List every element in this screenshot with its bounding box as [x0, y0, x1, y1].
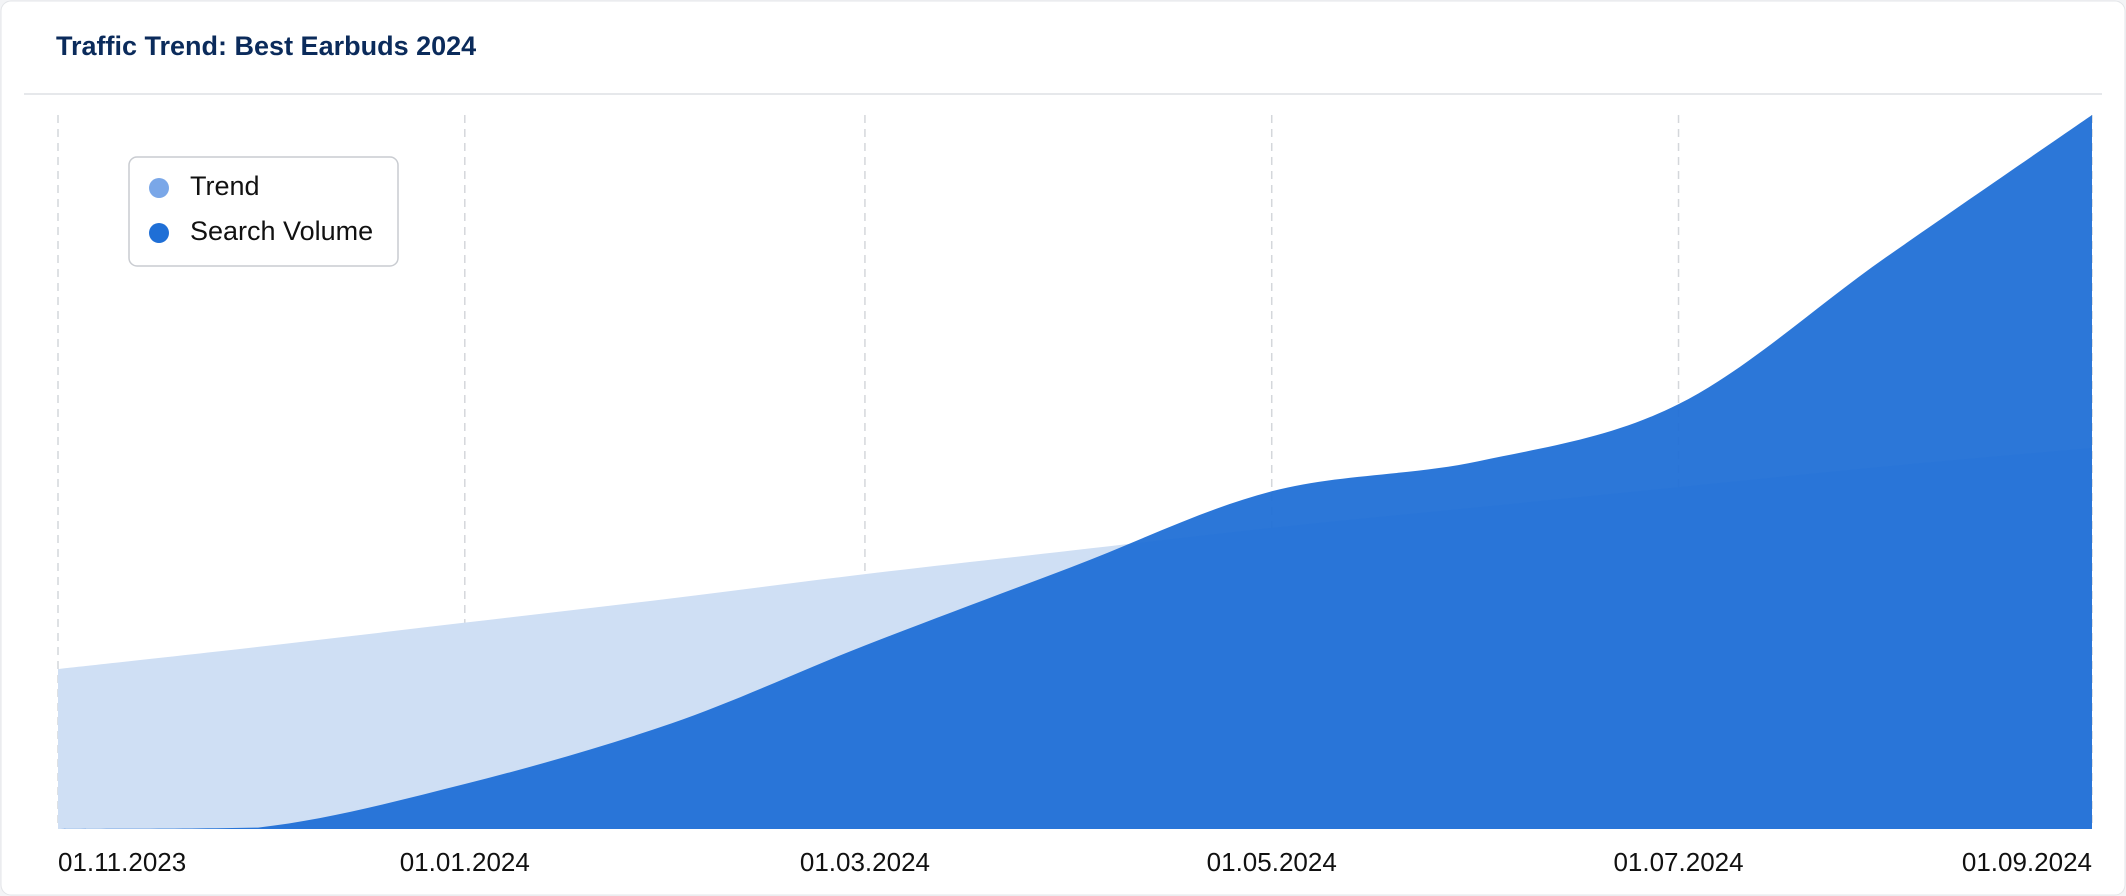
x-tick-label: 01.03.2024: [800, 847, 930, 877]
x-tick-label: 01.05.2024: [1207, 847, 1337, 877]
x-tick-label: 01.11.2023: [58, 847, 186, 877]
areas: [58, 115, 2092, 829]
legend-marker: [149, 223, 169, 243]
x-tick-label: 01.01.2024: [400, 847, 530, 877]
legend-marker: [149, 178, 169, 198]
area: [58, 115, 2092, 829]
legend-label: Trend: [190, 171, 260, 201]
legend: Trend Search Volume: [128, 156, 399, 267]
chart-title: Traffic Trend: Best Earbuds 2024: [56, 31, 476, 61]
legend-label: Search Volume: [190, 216, 373, 246]
x-axis: 01.11.2023 01.01.2024 01.03.2024 01.05.2024…: [58, 847, 2092, 877]
legend-box: [128, 156, 399, 267]
x-tick-label: 01.09.2024: [1962, 847, 2092, 877]
x-tick-label: 01.07.2024: [1613, 847, 1743, 877]
